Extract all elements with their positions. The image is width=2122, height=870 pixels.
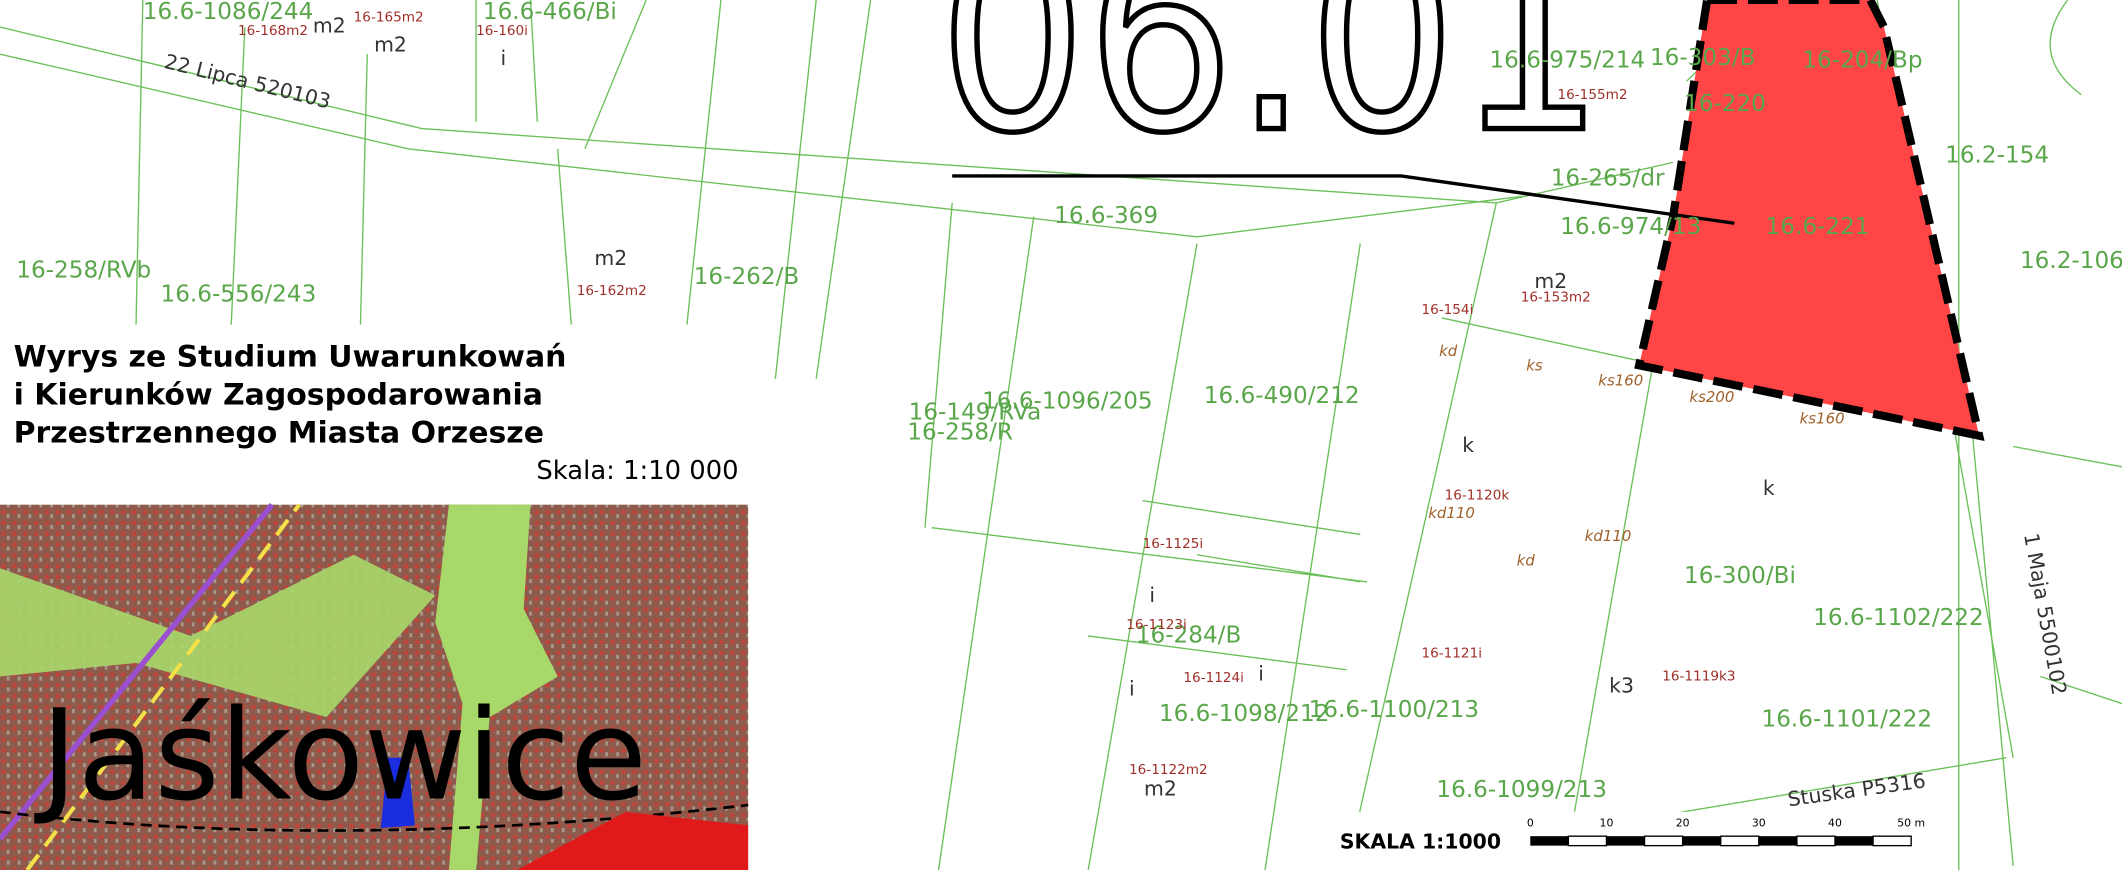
sheet-number: 06.01 bbox=[939, 0, 1604, 189]
map-symbol: i bbox=[1258, 662, 1264, 686]
land-use-label: kd110 bbox=[1428, 504, 1475, 522]
land-use-label: kd bbox=[1439, 342, 1458, 360]
point-label: 16-154i bbox=[1421, 302, 1473, 318]
point-label: 16-155m2 bbox=[1557, 87, 1627, 103]
scale-segment bbox=[1682, 836, 1721, 846]
parcel-label: 16.6-1101/222 bbox=[1762, 707, 1932, 733]
scale-segment bbox=[1643, 835, 1684, 847]
parcel-label: 16-265/dr bbox=[1551, 165, 1665, 191]
map-symbol: m2 bbox=[1144, 777, 1177, 801]
land-use-label: ks200 bbox=[1689, 388, 1734, 406]
parcel-label: 16.6-1099/213 bbox=[1436, 777, 1606, 803]
scale-tick: 30 bbox=[1752, 817, 1766, 830]
parcel-label: 16-300/Bi bbox=[1684, 563, 1796, 589]
parcel-label: 16-149/RVa bbox=[909, 399, 1042, 425]
parcel-label: 16.6-221 bbox=[1766, 214, 1870, 240]
land-use-label: ks160 bbox=[1800, 410, 1845, 428]
point-label: 16-1121i bbox=[1421, 646, 1482, 662]
point-label: 16-153m2 bbox=[1521, 290, 1591, 306]
scale-tick: 40 bbox=[1828, 817, 1842, 830]
legend-title: Wyrys ze Studium Uwarunkowań bbox=[14, 340, 567, 375]
scale-segment bbox=[1530, 836, 1569, 846]
point-label: 16-162m2 bbox=[577, 283, 647, 299]
parcel-label: 16.6-369 bbox=[1054, 203, 1158, 229]
scale-segment bbox=[1834, 836, 1874, 846]
parcel-label: 16-284/B bbox=[1136, 623, 1241, 649]
parcel-label: 16.6-1086/244 bbox=[143, 0, 313, 25]
parcel-label: 16.6-974/13 bbox=[1560, 214, 1701, 240]
point-label: 16-1122m2 bbox=[1129, 762, 1208, 778]
map-symbol: m2 bbox=[594, 246, 627, 270]
map-symbol: i bbox=[501, 46, 507, 70]
scale-tick: 0 bbox=[1527, 817, 1534, 830]
map-symbol: m2 bbox=[1534, 269, 1567, 293]
point-label: 16-1124i bbox=[1183, 670, 1244, 686]
point-label: 16-1120k bbox=[1445, 487, 1510, 503]
parcel-label: 16-303/B bbox=[1650, 45, 1755, 71]
map-symbol: m2 bbox=[374, 32, 407, 56]
scale-tick: 10 bbox=[1600, 817, 1614, 830]
scale-bar: SKALA 1:1000 0 10 20 30 40 50 m bbox=[1340, 817, 1925, 854]
legend-title: Przestrzennego Miasta Orzesze bbox=[14, 416, 544, 451]
map-symbol: i bbox=[1149, 583, 1155, 607]
parcel-label: 16.6-1096/205 bbox=[982, 389, 1152, 415]
scale-segment bbox=[1606, 836, 1645, 846]
legend-scale: Skala: 1:10 000 bbox=[536, 456, 738, 486]
map-symbol: k bbox=[1462, 433, 1474, 457]
parcel-label: 16.2-154 bbox=[1945, 142, 2049, 168]
scale-segment bbox=[1567, 835, 1608, 847]
inset-place: Jaśkowice bbox=[34, 684, 647, 829]
parcel-label: 16-204/Bp bbox=[1802, 48, 1922, 74]
legend-box bbox=[0, 324, 749, 497]
parcel-label: 16.6-975/214 bbox=[1489, 48, 1645, 74]
scale-segment bbox=[1758, 836, 1797, 846]
point-label: 16-160i bbox=[476, 23, 528, 39]
parcel-label: 16-258/R bbox=[907, 420, 1013, 446]
parcel-label: 16.6-490/212 bbox=[1204, 383, 1360, 409]
parcel-label: 16-220 bbox=[1684, 91, 1766, 117]
highlighted-area bbox=[1634, 0, 1985, 441]
scale-tick: 50 m bbox=[1897, 817, 1925, 830]
parcel-label: 16-262/B bbox=[694, 264, 799, 290]
point-label: 16-1119k3 bbox=[1662, 669, 1735, 685]
parcel-label: 16-258/RVb bbox=[16, 257, 151, 283]
parcel-label: 16.6-1102/222 bbox=[1813, 605, 1983, 631]
scale-segment bbox=[1872, 835, 1912, 847]
leader-line bbox=[952, 174, 1735, 225]
land-use-label: kd110 bbox=[1585, 527, 1632, 545]
parcel-label: 16.6-1100/213 bbox=[1309, 697, 1479, 723]
scale-tick: 20 bbox=[1676, 817, 1690, 830]
scale-label: SKALA 1:1000 bbox=[1340, 829, 1501, 853]
inset-map: Jaśkowice bbox=[0, 502, 749, 870]
parcel-label: 16.6-466/Bi bbox=[483, 0, 617, 25]
parcel-label: 16.6-1098/212 bbox=[1159, 701, 1329, 727]
map-symbol: k3 bbox=[1609, 674, 1634, 698]
map-symbol: i bbox=[1129, 677, 1135, 701]
scale-segment bbox=[1796, 835, 1836, 847]
point-label: 16-168m2 bbox=[238, 23, 308, 39]
parcel-label: 16.6-556/243 bbox=[161, 282, 317, 308]
scale-segment bbox=[1720, 835, 1760, 847]
parcel-label: 16.2-106 bbox=[2020, 248, 2122, 274]
land-use-label: ks bbox=[1526, 357, 1543, 375]
point-label: 16-165m2 bbox=[354, 10, 424, 26]
point-label: 16-1123i bbox=[1126, 617, 1187, 633]
map-symbol: m2 bbox=[313, 14, 346, 38]
map-symbol: k bbox=[1763, 476, 1775, 500]
point-label: 16-1125i bbox=[1143, 536, 1204, 552]
legend-title: i Kierunków Zagospodarowania bbox=[14, 378, 543, 413]
land-use-label: kd bbox=[1517, 552, 1536, 570]
land-use-label: ks160 bbox=[1598, 372, 1643, 390]
